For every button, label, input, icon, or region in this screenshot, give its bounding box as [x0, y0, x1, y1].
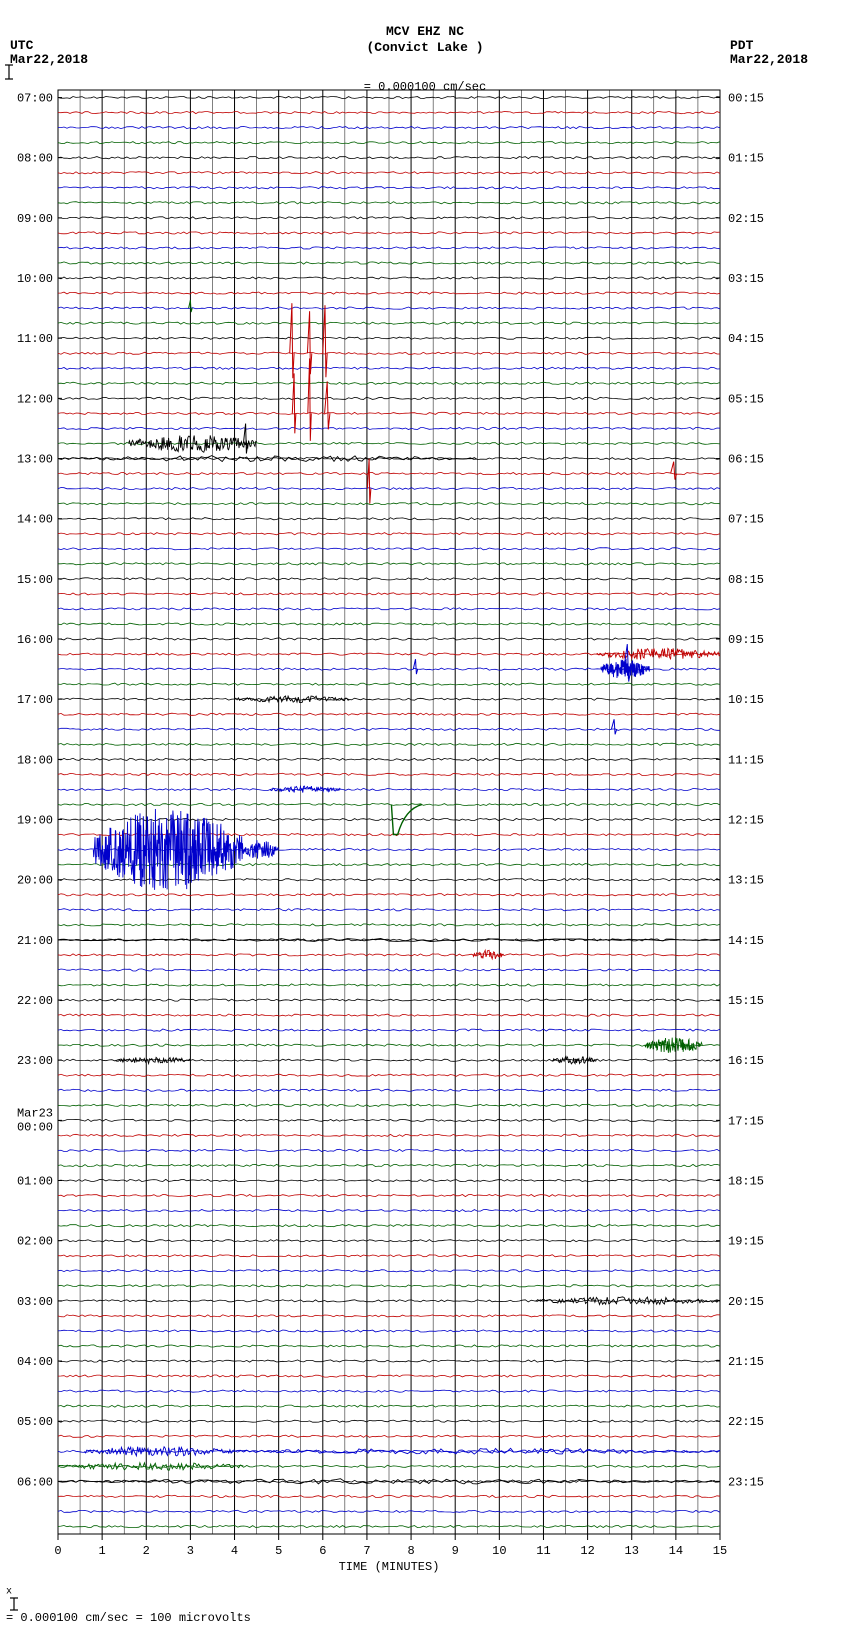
svg-text:14: 14: [669, 1544, 683, 1558]
svg-text:13:00: 13:00: [17, 453, 53, 467]
svg-text:09:00: 09:00: [17, 212, 53, 226]
svg-text:7: 7: [363, 1544, 370, 1558]
svg-text:09:15: 09:15: [728, 633, 764, 647]
svg-text:12:00: 12:00: [17, 392, 53, 406]
svg-text:13: 13: [625, 1544, 639, 1558]
svg-text:18:15: 18:15: [728, 1175, 764, 1189]
svg-text:07:15: 07:15: [728, 513, 764, 527]
svg-text:08:15: 08:15: [728, 573, 764, 587]
svg-text:10:15: 10:15: [728, 693, 764, 707]
footer-scale: x = 0.000100 cm/sec = 100 microvolts: [6, 1580, 251, 1625]
svg-text:10:00: 10:00: [17, 272, 53, 286]
svg-text:12:15: 12:15: [728, 814, 764, 828]
svg-text:21:15: 21:15: [728, 1355, 764, 1369]
svg-text:22:15: 22:15: [728, 1415, 764, 1429]
svg-text:02:15: 02:15: [728, 212, 764, 226]
svg-text:01:15: 01:15: [728, 152, 764, 166]
scale-bar-icon: [0, 64, 18, 80]
svg-text:20:15: 20:15: [728, 1295, 764, 1309]
svg-text:19:15: 19:15: [728, 1235, 764, 1249]
svg-text:02:00: 02:00: [17, 1235, 53, 1249]
svg-text:4: 4: [231, 1544, 238, 1558]
svg-text:06:00: 06:00: [17, 1475, 53, 1489]
svg-text:00:00: 00:00: [17, 1120, 53, 1134]
svg-text:05:15: 05:15: [728, 392, 764, 406]
svg-text:21:00: 21:00: [17, 934, 53, 948]
svg-text:06:15: 06:15: [728, 453, 764, 467]
svg-text:14:15: 14:15: [728, 934, 764, 948]
svg-text:5: 5: [275, 1544, 282, 1558]
svg-text:23:00: 23:00: [17, 1054, 53, 1068]
svg-text:1: 1: [99, 1544, 106, 1558]
svg-text:01:00: 01:00: [17, 1175, 53, 1189]
svg-text:11:15: 11:15: [728, 753, 764, 767]
svg-text:11: 11: [536, 1544, 550, 1558]
svg-text:03:15: 03:15: [728, 272, 764, 286]
svg-text:15: 15: [713, 1544, 727, 1558]
svg-text:05:00: 05:00: [17, 1415, 53, 1429]
seismogram-plot: 0123456789101112131415TIME (MINUTES)07:0…: [3, 90, 775, 1594]
svg-text:04:00: 04:00: [17, 1355, 53, 1369]
svg-text:19:00: 19:00: [17, 814, 53, 828]
svg-text:17:00: 17:00: [17, 693, 53, 707]
svg-text:15:00: 15:00: [17, 573, 53, 587]
svg-text:11:00: 11:00: [17, 332, 53, 346]
station-location: (Convict Lake ): [0, 40, 850, 56]
svg-text:07:00: 07:00: [17, 92, 53, 106]
svg-text:17:15: 17:15: [728, 1114, 764, 1128]
svg-text:10: 10: [492, 1544, 506, 1558]
svg-text:3: 3: [187, 1544, 194, 1558]
svg-text:22:00: 22:00: [17, 994, 53, 1008]
svg-text:16:15: 16:15: [728, 1054, 764, 1068]
svg-text:04:15: 04:15: [728, 332, 764, 346]
footer-scale-text: = 0.000100 cm/sec = 100 microvolts: [6, 1611, 251, 1625]
svg-text:00:15: 00:15: [728, 92, 764, 106]
chart-header: MCV EHZ NC (Convict Lake ): [0, 24, 850, 55]
scale-bar-icon: [6, 1597, 22, 1611]
svg-text:Mar23: Mar23: [17, 1106, 53, 1120]
svg-text:TIME (MINUTES): TIME (MINUTES): [339, 1560, 440, 1574]
svg-text:08:00: 08:00: [17, 152, 53, 166]
svg-text:14:00: 14:00: [17, 513, 53, 527]
svg-text:13:15: 13:15: [728, 874, 764, 888]
svg-text:03:00: 03:00: [17, 1295, 53, 1309]
svg-text:23:15: 23:15: [728, 1475, 764, 1489]
svg-text:12: 12: [580, 1544, 594, 1558]
svg-text:8: 8: [407, 1544, 414, 1558]
svg-text:18:00: 18:00: [17, 753, 53, 767]
svg-text:9: 9: [452, 1544, 459, 1558]
svg-text:16:00: 16:00: [17, 633, 53, 647]
svg-text:0: 0: [54, 1544, 61, 1558]
svg-text:6: 6: [319, 1544, 326, 1558]
svg-text:15:15: 15:15: [728, 994, 764, 1008]
station-code: MCV EHZ NC: [0, 24, 850, 40]
svg-text:2: 2: [143, 1544, 150, 1558]
svg-text:20:00: 20:00: [17, 874, 53, 888]
seismogram-page: UTC Mar22,2018 PDT Mar22,2018 MCV EHZ NC…: [0, 0, 850, 1613]
